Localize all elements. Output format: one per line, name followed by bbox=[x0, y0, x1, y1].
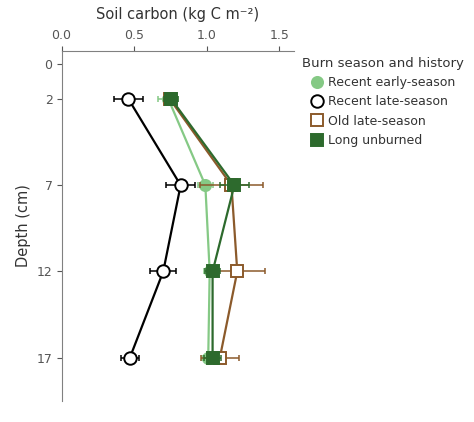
Y-axis label: Depth (cm): Depth (cm) bbox=[16, 184, 31, 267]
Title: Soil carbon (kg C m⁻²): Soil carbon (kg C m⁻²) bbox=[96, 7, 259, 22]
Legend: Recent early-season, Recent late-season, Old late-season, Long unburned: Recent early-season, Recent late-season,… bbox=[302, 57, 465, 147]
